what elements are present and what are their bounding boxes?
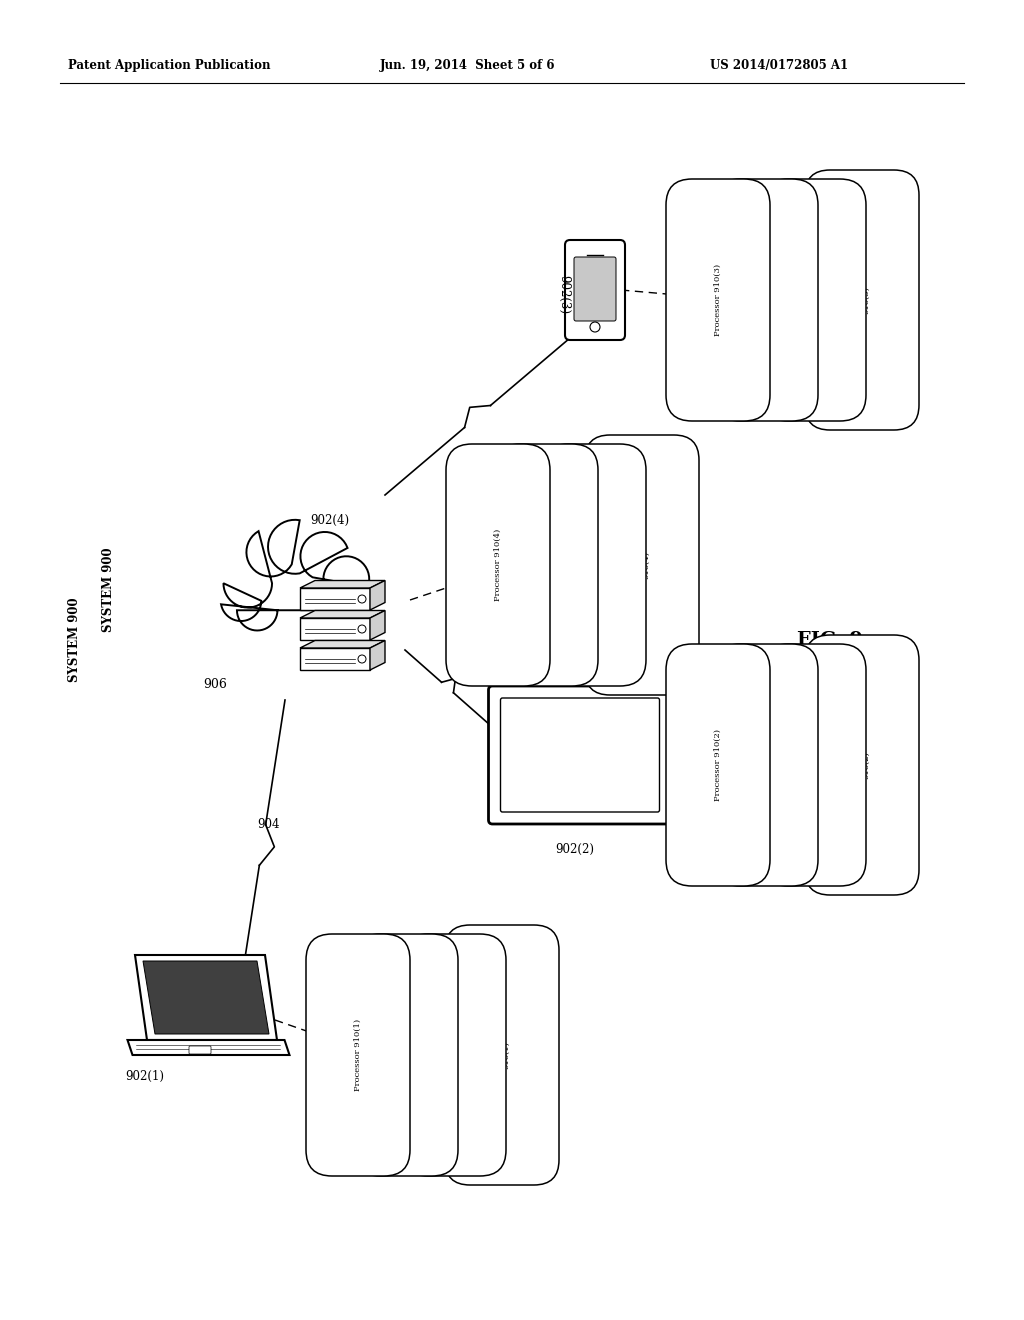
Text: Stor/mem 912(3): Stor/mem 912(3) <box>762 264 770 337</box>
Text: 902(1): 902(1) <box>126 1071 165 1082</box>
FancyBboxPatch shape <box>574 257 616 321</box>
FancyBboxPatch shape <box>189 1045 211 1053</box>
Polygon shape <box>300 610 385 618</box>
FancyBboxPatch shape <box>354 935 458 1176</box>
FancyBboxPatch shape <box>565 240 625 341</box>
FancyBboxPatch shape <box>805 170 919 430</box>
Polygon shape <box>300 581 385 587</box>
Text: Attribution
916(2): Attribution 916(2) <box>853 742 870 788</box>
FancyBboxPatch shape <box>494 444 598 686</box>
Text: 906: 906 <box>203 678 227 692</box>
Text: Aggregation 914(1): Aggregation 914(1) <box>450 1014 458 1097</box>
Text: Attribution
916(3): Attribution 916(3) <box>853 277 870 323</box>
FancyBboxPatch shape <box>488 686 672 824</box>
Text: SYSTEM 900: SYSTEM 900 <box>101 548 115 632</box>
FancyBboxPatch shape <box>501 698 659 812</box>
Circle shape <box>358 595 366 603</box>
Polygon shape <box>300 618 370 640</box>
Polygon shape <box>221 520 370 631</box>
Circle shape <box>590 322 600 333</box>
Circle shape <box>358 624 366 634</box>
FancyBboxPatch shape <box>805 635 919 895</box>
Text: 902(3): 902(3) <box>557 276 570 314</box>
FancyBboxPatch shape <box>306 935 410 1176</box>
Text: US 2014/0172805 A1: US 2014/0172805 A1 <box>710 58 848 71</box>
Text: Processor 910(2): Processor 910(2) <box>714 729 722 801</box>
Text: Patent Application Publication: Patent Application Publication <box>68 58 270 71</box>
FancyBboxPatch shape <box>762 180 866 421</box>
FancyBboxPatch shape <box>585 436 699 696</box>
FancyBboxPatch shape <box>446 444 550 686</box>
Text: Jun. 19, 2014  Sheet 5 of 6: Jun. 19, 2014 Sheet 5 of 6 <box>380 58 555 71</box>
Text: Attribution
916(1): Attribution 916(1) <box>494 1032 511 1078</box>
Text: Processor 910(3): Processor 910(3) <box>714 264 722 337</box>
FancyBboxPatch shape <box>402 935 506 1176</box>
FancyBboxPatch shape <box>445 925 559 1185</box>
Text: Stor/mem 912(1): Stor/mem 912(1) <box>402 1019 410 1092</box>
Text: SYSTEM 900: SYSTEM 900 <box>69 598 82 682</box>
Polygon shape <box>370 610 385 640</box>
Circle shape <box>358 655 366 663</box>
Text: 902(4): 902(4) <box>310 513 349 527</box>
Polygon shape <box>128 1040 290 1055</box>
Polygon shape <box>300 587 370 610</box>
Text: 904: 904 <box>257 818 280 832</box>
Text: 902(2): 902(2) <box>555 843 595 855</box>
Polygon shape <box>135 954 278 1040</box>
Polygon shape <box>370 581 385 610</box>
Text: FIG. 9: FIG. 9 <box>797 631 863 649</box>
FancyBboxPatch shape <box>542 444 646 686</box>
FancyBboxPatch shape <box>666 644 770 886</box>
Text: Aggregation 914(2): Aggregation 914(2) <box>810 723 818 807</box>
Text: Stor/mem 912(2): Stor/mem 912(2) <box>762 729 770 801</box>
Text: Aggregation 914(4): Aggregation 914(4) <box>590 524 598 607</box>
Polygon shape <box>300 640 385 648</box>
Polygon shape <box>300 648 370 671</box>
Text: Stor/mem 912(4): Stor/mem 912(4) <box>542 529 550 601</box>
Polygon shape <box>370 640 385 671</box>
Text: Processor 910(1): Processor 910(1) <box>354 1019 362 1092</box>
Text: Processor 910(4): Processor 910(4) <box>494 529 502 601</box>
FancyBboxPatch shape <box>714 644 818 886</box>
FancyBboxPatch shape <box>762 644 866 886</box>
Text: Aggregation 914(3): Aggregation 914(3) <box>810 259 818 342</box>
Text: Attribution
916(4): Attribution 916(4) <box>634 541 650 589</box>
FancyBboxPatch shape <box>714 180 818 421</box>
FancyBboxPatch shape <box>666 180 770 421</box>
Polygon shape <box>143 961 269 1034</box>
